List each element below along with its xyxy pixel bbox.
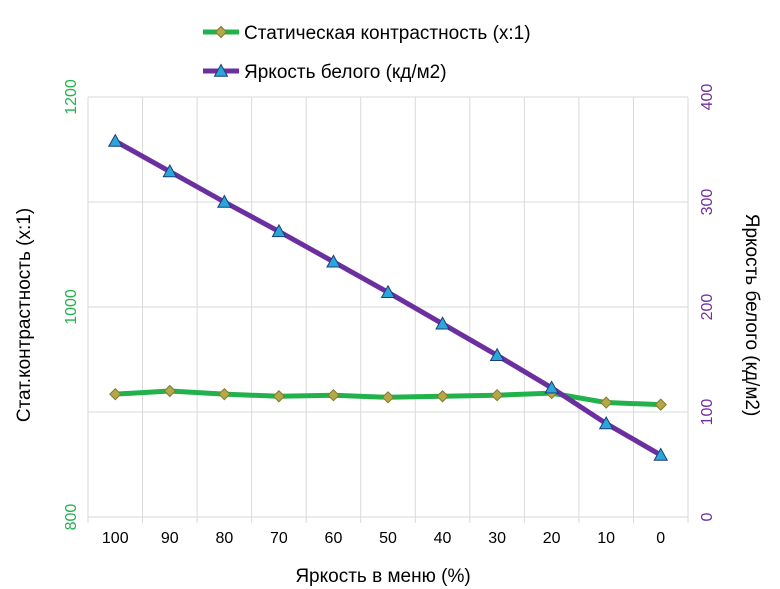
data-point-brightness [162, 164, 178, 178]
legend-label-contrast: Статическая контрастность (x:1) [244, 23, 531, 44]
x-axis-tick-label: 30 [488, 530, 506, 547]
right-axis-tick-label: 400 [699, 84, 716, 111]
right-axis-ticks: 0 100 200 300 400 [699, 84, 716, 522]
data-point-brightness [271, 223, 287, 238]
x-axis-tick-label: 70 [270, 530, 288, 547]
right-axis-tick-label: 300 [699, 189, 716, 216]
data-point-contrast [381, 391, 395, 404]
x-axis-tick-label: 20 [543, 530, 561, 547]
legend-item-contrast: Статическая контрастность (x:1) [203, 23, 531, 44]
data-point-brightness [326, 254, 341, 268]
data-point-brightness [598, 416, 614, 430]
data-point-brightness [380, 284, 396, 298]
x-axis-tick-label: 0 [656, 530, 665, 547]
x-axis-tick-label: 40 [434, 530, 452, 547]
x-axis-ticks: 100 90 80 70 60 50 40 30 20 10 0 [102, 530, 665, 547]
data-point-brightness [544, 380, 559, 394]
data-point-brightness [653, 447, 669, 461]
data-point-contrast [109, 387, 122, 401]
legend-label-brightness: Яркость белого (кд/м2) [244, 62, 447, 83]
x-axis-tick-label: 50 [379, 530, 397, 547]
legend: Статическая контрастность (x:1) Яркость … [203, 23, 531, 83]
data-point-contrast [599, 396, 613, 409]
left-axis-tick-label: 1200 [63, 79, 80, 115]
data-point-contrast [272, 390, 286, 403]
data-point-contrast [654, 398, 667, 411]
x-axis-tick-label: 10 [597, 530, 615, 547]
legend-marker-brightness [213, 63, 229, 77]
legend-marker-contrast [214, 25, 228, 39]
left-axis-ticks: 800 1000 1200 [63, 79, 80, 530]
left-axis-tick-label: 800 [63, 504, 80, 531]
grid [87, 96, 689, 523]
x-axis-tick-label: 60 [325, 530, 343, 547]
data-point-contrast [490, 388, 504, 402]
series-group [107, 133, 669, 461]
right-axis-title: Яркость белого (кд/м2) [741, 214, 762, 417]
data-point-brightness [107, 133, 123, 147]
data-point-brightness [435, 316, 450, 330]
x-axis-title: Яркость в меню (%) [295, 566, 470, 587]
data-point-contrast [163, 384, 177, 398]
data-point-brightness [489, 347, 505, 361]
right-axis-tick-label: 100 [699, 399, 716, 426]
legend-item-brightness: Яркость белого (кд/м2) [203, 62, 447, 83]
data-point-contrast [218, 387, 231, 401]
right-axis-tick-label: 200 [699, 294, 716, 321]
data-point-brightness [217, 194, 232, 208]
x-axis-tick-label: 80 [215, 530, 233, 547]
x-axis-tick-label: 90 [161, 530, 179, 547]
left-axis-title: Стат.контрастность (x:1) [14, 208, 35, 422]
x-axis-tick-label: 100 [102, 530, 129, 547]
data-point-contrast [436, 390, 449, 403]
data-point-contrast [327, 388, 340, 402]
left-axis-tick-label: 1000 [63, 289, 80, 325]
right-axis-tick-label: 0 [699, 512, 716, 521]
